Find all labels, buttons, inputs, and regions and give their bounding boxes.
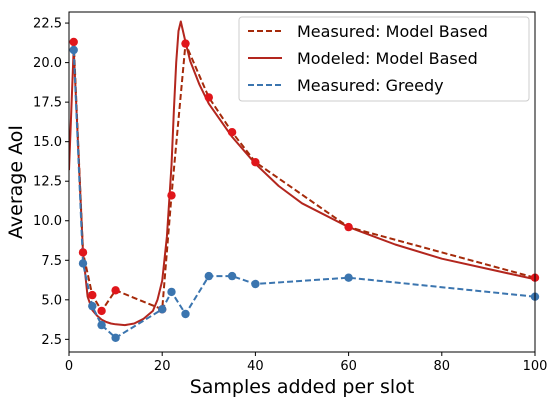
data-point-series-0: [181, 39, 190, 48]
data-point-series-2: [78, 259, 88, 268]
legend-label-measured-greedy: Measured: Greedy: [297, 76, 444, 95]
y-tick-label: 17.5: [33, 96, 62, 111]
data-point-series-2: [227, 271, 237, 281]
data-point-series-0: [227, 128, 237, 137]
data-point-series-0: [344, 222, 353, 232]
x-tick-label: 100: [523, 359, 548, 374]
y-tick-label: 7.5: [41, 254, 62, 269]
data-point-series-2: [204, 271, 213, 281]
data-point-series-2: [69, 45, 78, 55]
data-point-series-2: [251, 279, 260, 289]
y-tick-label: 22.5: [33, 17, 62, 32]
x-tick-label: 0: [65, 359, 73, 374]
data-point-series-0: [167, 191, 176, 200]
data-point-series-0: [97, 306, 106, 316]
data-point-series-0: [78, 248, 88, 257]
data-point-series-2: [111, 333, 120, 342]
data-point-series-0: [88, 290, 97, 300]
data-point-series-2: [344, 273, 353, 282]
y-tick-label: 20.0: [33, 56, 62, 71]
y-tick-label: 5.0: [41, 293, 62, 308]
data-point-series-2: [181, 309, 190, 319]
x-tick-label: 20: [154, 359, 171, 374]
x-axis-label: Samples added per slot: [190, 376, 415, 398]
y-tick-label: 12.5: [33, 175, 62, 190]
data-point-series-2: [97, 320, 106, 330]
legend: Measured: Model Based Modeled: Model Bas…: [238, 16, 530, 102]
legend-frame: [238, 16, 530, 102]
y-tick-label: 2.5: [41, 333, 62, 348]
y-tick-label: 15.0: [33, 135, 62, 150]
data-point-series-0: [251, 158, 260, 167]
x-tick-label: 80: [434, 359, 451, 374]
y-tick-label: 10.0: [33, 214, 62, 229]
x-tick-label: 40: [247, 359, 264, 374]
x-tick-label: 60: [340, 359, 357, 374]
data-point-series-0: [204, 93, 213, 102]
data-point-series-2: [88, 301, 97, 311]
data-point-series-0: [69, 37, 78, 47]
plot-frame: [68, 11, 536, 353]
plot-markers: [69, 37, 540, 342]
data-point-series-2: [158, 305, 167, 314]
data-point-series-2: [167, 287, 176, 297]
legend-label-measured-model: Measured: Model Based: [297, 22, 488, 41]
legend-label-modeled-model: Modeled: Model Based: [297, 49, 478, 68]
data-point-series-0: [111, 286, 120, 295]
y-axis-label: Average AoI: [5, 125, 27, 239]
axis-ticks: 0 20 40 60 80 100 2.5 5.0 7.5 10.0 12.5 15.0 17.5 20.…: [33, 17, 547, 374]
